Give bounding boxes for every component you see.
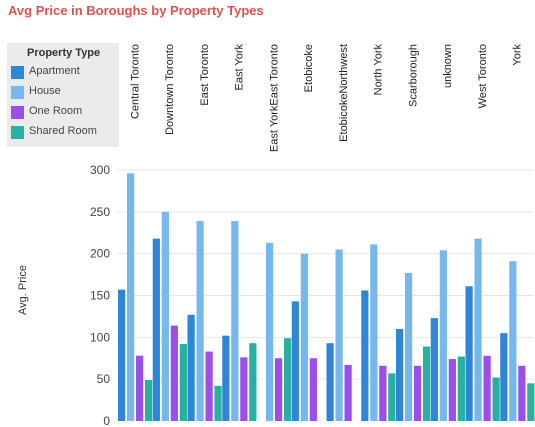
bar <box>136 355 144 421</box>
bar <box>335 249 343 421</box>
bar <box>465 286 473 421</box>
bar <box>205 351 213 421</box>
bar <box>118 289 126 421</box>
legend-item-shared-room[interactable]: Shared Room <box>11 124 119 140</box>
bar <box>300 253 308 421</box>
bar <box>145 380 153 421</box>
bar <box>439 250 447 421</box>
legend-swatch <box>11 106 24 119</box>
bar <box>222 335 230 421</box>
legend-label: Shared Room <box>29 125 97 137</box>
y-tick-label: 150 <box>90 289 110 303</box>
category-label: unknown <box>442 44 454 88</box>
bar <box>509 261 517 421</box>
legend-item-apartment[interactable]: Apartment <box>11 64 119 80</box>
legend-item-one-room[interactable]: One Room <box>11 104 119 120</box>
legend-swatch <box>11 126 24 139</box>
y-tick-label: 250 <box>90 205 110 219</box>
bar <box>396 328 404 421</box>
bar <box>492 377 500 421</box>
bar <box>152 238 160 421</box>
category-label: West Toronto <box>477 44 489 108</box>
y-tick-label: 200 <box>90 247 110 261</box>
bar <box>405 272 413 421</box>
y-tick-label: 100 <box>90 330 110 344</box>
bar <box>127 173 135 421</box>
bar <box>214 385 222 421</box>
bar <box>187 314 195 421</box>
bar <box>379 365 387 421</box>
bar <box>483 355 491 421</box>
bar <box>179 344 187 421</box>
legend-label: House <box>29 85 61 97</box>
category-label: East YorkEast Toronto <box>268 44 280 152</box>
bar <box>457 356 465 421</box>
y-axis-ticks: 0 50 100 150 200 250 300 <box>90 163 110 427</box>
bar <box>448 359 456 421</box>
bar <box>240 357 248 421</box>
bar <box>249 343 257 421</box>
bar <box>275 358 283 421</box>
bar <box>388 373 396 421</box>
bar <box>161 211 169 421</box>
bar <box>370 244 378 421</box>
bar <box>231 221 239 421</box>
category-label: EtobicokeNorthwest <box>338 44 350 142</box>
bar <box>500 333 508 421</box>
category-label: Downtown Toronto <box>164 44 176 135</box>
category-label: Scarborough <box>407 44 419 107</box>
legend-label: One Room <box>29 105 83 117</box>
bar <box>170 325 178 421</box>
category-label: Central Toronto <box>129 44 141 119</box>
y-axis-title: Avg. Price <box>17 265 29 315</box>
bar <box>430 318 438 421</box>
legend-title: Property Type <box>27 47 101 59</box>
category-label: York <box>512 44 524 66</box>
bar <box>196 221 204 421</box>
column-headers: Central Toronto Downtown Toronto East Toro… <box>129 44 523 153</box>
chart-title: Avg Price in Boroughs by Property Types <box>8 3 264 18</box>
bar <box>266 242 274 421</box>
bar <box>518 365 526 421</box>
category-label: East Toronto <box>199 44 211 106</box>
legend: Property Type Apartment House One Room S… <box>7 43 119 147</box>
y-tick-label: 50 <box>97 372 111 386</box>
category-label: East York <box>234 44 246 91</box>
category-label: North York <box>373 44 385 96</box>
legend-swatch <box>11 66 24 79</box>
bar <box>414 365 422 421</box>
bar <box>474 238 482 421</box>
bar <box>291 301 299 421</box>
category-label: Etobicoke <box>303 44 315 92</box>
bar <box>309 358 317 421</box>
bar <box>361 290 369 421</box>
gridlines <box>117 169 534 380</box>
bars <box>118 173 535 421</box>
y-tick-label: 0 <box>103 414 110 427</box>
bar <box>344 364 352 421</box>
bar <box>284 338 292 421</box>
bar <box>423 346 431 421</box>
legend-item-house[interactable]: House <box>11 84 119 100</box>
legend-label: Apartment <box>29 65 80 77</box>
bar <box>326 343 334 421</box>
y-tick-label: 300 <box>90 163 110 177</box>
legend-swatch <box>11 86 24 99</box>
bar <box>527 383 535 421</box>
